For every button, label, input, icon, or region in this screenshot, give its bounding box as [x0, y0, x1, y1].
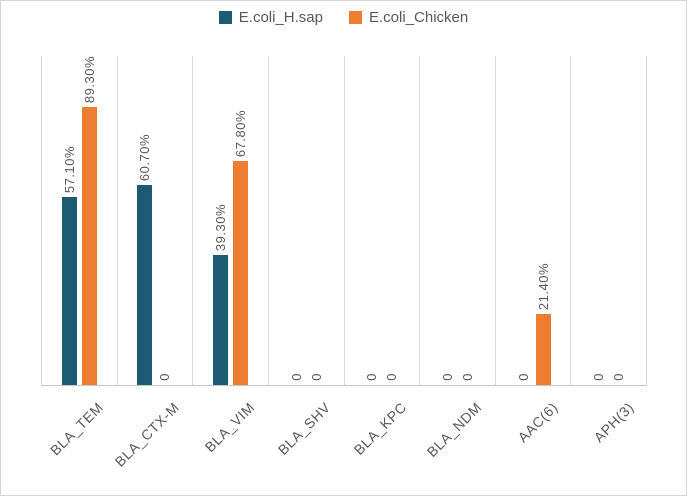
category-cell: 60.70% 0: [118, 56, 194, 385]
category-label-cell: APH(3): [571, 387, 647, 487]
category-label-cell: BLA_VIM: [193, 387, 269, 487]
category-label: BLA_VIM: [201, 399, 258, 456]
category-label: AAC(6): [514, 399, 561, 446]
value-label: 0: [515, 373, 531, 381]
value-label: 67.80%: [233, 109, 249, 157]
chart-legend: E.coli_H.sap E.coli_Chicken: [1, 9, 686, 26]
value-label: 0: [364, 373, 380, 381]
bar-group: 39.30% 67.80%: [213, 56, 249, 385]
value-label: 89.30%: [81, 56, 97, 104]
bar-slot-e-coli-h-sap: 0: [516, 56, 531, 385]
category-label: BLA_CTX-M: [111, 399, 182, 470]
bar-slot-e-coli-chicken: 21.40%: [535, 56, 551, 385]
value-label: 0: [591, 373, 607, 381]
plot-area: 57.10% 89.30% 60.70% 0 39.30% 67.80% 0 0 0 0 0 0 0 21…: [41, 56, 647, 386]
bar-slot-e-coli-h-sap: 57.10%: [61, 56, 77, 385]
value-label: 0: [157, 373, 173, 381]
legend-item-ecoli-chicken: E.coli_Chicken: [349, 9, 468, 26]
bar-group: 57.10% 89.30%: [61, 56, 97, 385]
bar-slot-e-coli-chicken: 67.80%: [233, 56, 249, 385]
category-label: APH(3): [590, 399, 637, 446]
legend-item-ecoli-hsap: E.coli_H.sap: [218, 9, 323, 26]
value-label: 0: [611, 373, 627, 381]
category-label: BLA_KPC: [350, 399, 410, 458]
bar-slot-e-coli-h-sap: 0: [440, 56, 455, 385]
bar-slot-e-coli-chicken: 0: [384, 56, 399, 385]
bar-group: 60.70% 0: [137, 56, 172, 385]
bar-slot-e-coli-h-sap: 0: [289, 56, 304, 385]
bar-slot-e-coli-h-sap: 60.70%: [137, 56, 153, 385]
bar-e-coli-chicken: [233, 161, 249, 385]
bar-group: 0 21.40%: [516, 56, 551, 385]
bar-e-coli-h-sap: [61, 197, 77, 385]
value-label: 0: [308, 373, 324, 381]
bar-slot-e-coli-h-sap: 0: [364, 56, 379, 385]
bar-slot-e-coli-chicken: 0: [309, 56, 324, 385]
bar-e-coli-chicken: [81, 107, 97, 385]
bar-slot-e-coli-chicken: 0: [157, 56, 172, 385]
value-label: 0: [459, 373, 475, 381]
legend-label-ecoli-chicken: E.coli_Chicken: [369, 9, 469, 26]
category-label-cell: BLA_TEM: [41, 387, 117, 487]
bar-slot-e-coli-h-sap: 0: [591, 56, 606, 385]
category-cell: 0 21.40%: [496, 56, 572, 385]
value-label: 21.40%: [535, 262, 551, 310]
bar-slot-e-coli-chicken: 0: [611, 56, 626, 385]
bar-slot-e-coli-chicken: 0: [460, 56, 475, 385]
bar-e-coli-h-sap: [137, 185, 153, 385]
category-label: BLA_TEM: [46, 399, 107, 459]
value-label: 0: [288, 373, 304, 381]
category-cell: 57.10% 89.30%: [42, 56, 118, 385]
value-label: 0: [439, 373, 455, 381]
bar-slot-e-coli-chicken: 89.30%: [81, 56, 97, 385]
category-label-cell: AAC(6): [496, 387, 572, 487]
legend-swatch-ecoli-hsap: [218, 11, 232, 24]
category-label: BLA_SHV: [274, 399, 334, 458]
bar-e-coli-chicken: [535, 314, 551, 385]
value-label: 39.30%: [213, 203, 229, 251]
category-label-cell: BLA_SHV: [268, 387, 344, 487]
legend-swatch-ecoli-chicken: [349, 11, 362, 24]
bar-e-coli-h-sap: [213, 255, 229, 385]
value-label: 57.10%: [61, 145, 77, 193]
legend-label-ecoli-hsap: E.coli_H.sap: [238, 9, 323, 26]
category-label-cell: BLA_NDM: [420, 387, 496, 487]
category-axis: BLA_TEM BLA_CTX-M BLA_VIM BLA_SHV BLA_KPC BLA…: [41, 387, 647, 487]
category-label-cell: BLA_CTX-M: [111, 387, 193, 487]
category-label-cell: BLA_KPC: [344, 387, 420, 487]
category-cell: 39.30% 67.80%: [193, 56, 269, 385]
value-label: 60.70%: [137, 133, 153, 181]
value-label: 0: [384, 373, 400, 381]
category-label: BLA_NDM: [423, 399, 485, 461]
bar-slot-e-coli-h-sap: 39.30%: [213, 56, 229, 385]
